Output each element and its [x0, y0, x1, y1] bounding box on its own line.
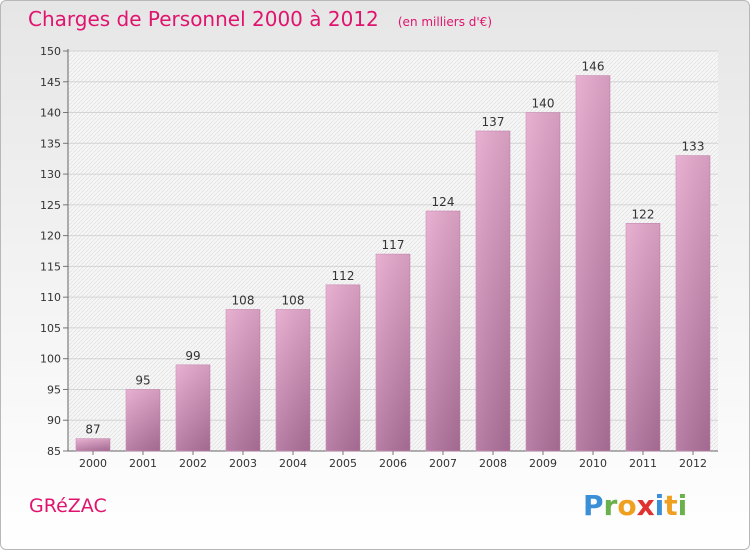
value-label: 122 — [632, 207, 655, 221]
value-labels: 87 95 99 108 108 112 117 124 137 140 146 122 133 — [85, 60, 704, 437]
value-label: 108 — [282, 293, 305, 307]
x-tick-label: 2002 — [179, 457, 207, 470]
y-tick-label: 120 — [40, 230, 61, 243]
value-label: 137 — [482, 115, 505, 129]
bar-shade — [176, 364, 210, 451]
y-tick-label: 135 — [40, 137, 61, 150]
x-tick-label: 2007 — [429, 457, 457, 470]
value-label: 95 — [135, 373, 150, 387]
bars — [75, 75, 711, 452]
y-tick-label: 125 — [40, 199, 61, 212]
proxiti-logo[interactable]: Proxiti — [583, 489, 688, 522]
value-label: 99 — [185, 349, 200, 363]
y-tick-label: 145 — [40, 76, 61, 89]
y-tick-label: 95 — [47, 383, 61, 396]
y-tick-label: 140 — [40, 107, 61, 120]
y-tick-label: 115 — [40, 260, 61, 273]
bar-shade — [76, 438, 110, 451]
value-label: 124 — [432, 195, 455, 209]
value-label: 112 — [332, 269, 355, 283]
x-tick-label: 2009 — [529, 457, 557, 470]
bar-shade — [376, 254, 410, 451]
y-tick-label: 150 — [40, 45, 61, 58]
chart-title-block: Charges de Personnel 2000 à 2012 (en mil… — [28, 7, 492, 31]
y-tick-label: 110 — [40, 291, 61, 304]
x-tick-label: 2011 — [629, 457, 657, 470]
chart-unit-note: (en milliers d'€) — [397, 15, 492, 29]
y-tick-label: 100 — [40, 353, 61, 366]
x-tick-label: 2001 — [129, 457, 157, 470]
value-label: 117 — [382, 238, 405, 252]
y-tick-label: 105 — [40, 322, 61, 335]
bar-shade — [676, 155, 710, 451]
bar-shade — [626, 223, 660, 451]
bar-shade — [426, 211, 460, 451]
x-tick-label: 2008 — [479, 457, 507, 470]
bar-shade — [326, 284, 360, 451]
bar-shade — [526, 112, 560, 452]
y-tick-label: 130 — [40, 168, 61, 181]
x-tick-label: 2004 — [279, 457, 307, 470]
value-label: 146 — [582, 60, 605, 74]
commune-name: GRéZAC — [29, 495, 107, 517]
bar-shade — [226, 309, 260, 451]
value-label: 133 — [682, 140, 705, 154]
x-tick-label: 2010 — [579, 457, 607, 470]
x-tick-label: 2003 — [229, 457, 257, 470]
value-label: 108 — [232, 293, 255, 307]
x-tick-label: 2006 — [379, 457, 407, 470]
bar-shade — [576, 75, 610, 451]
chart-title: Charges de Personnel 2000 à 2012 — [28, 7, 379, 31]
bar-shade — [476, 131, 510, 451]
bar-shade — [126, 389, 160, 451]
y-tick-labels: 85 90 95 100 105 110 115 120 125 130 135 140 145 150 — [40, 45, 61, 458]
bar-shade — [276, 309, 310, 451]
x-tick-label: 2005 — [329, 457, 357, 470]
y-tick-label: 85 — [47, 445, 61, 458]
y-tick-label: 90 — [47, 414, 61, 427]
x-tick-label: 2000 — [79, 457, 107, 470]
value-label: 140 — [532, 97, 555, 111]
x-tick-labels: 2000 2001 2002 2003 2004 2005 2006 2007 2008 2009… — [79, 451, 707, 470]
x-tick-label: 2012 — [679, 457, 707, 470]
value-label: 87 — [85, 423, 100, 437]
